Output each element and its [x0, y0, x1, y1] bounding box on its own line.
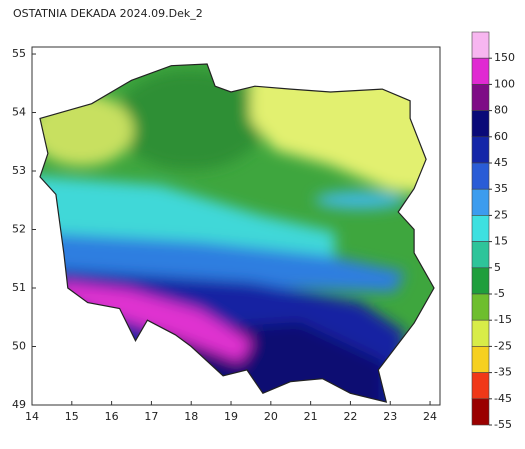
x-tick-label: 17 [144, 410, 158, 423]
colorbar-box [471, 110, 490, 138]
colorbar-label: 45 [494, 156, 508, 169]
y-tick-label: 53 [12, 164, 26, 177]
colorbar-label: -45 [494, 392, 512, 405]
colorbar-label: 80 [494, 104, 508, 117]
colorbar-label: 100 [494, 77, 515, 90]
colorbar-box [471, 241, 490, 269]
colorbar-box [471, 57, 490, 85]
title: OSTATNIA DEKADA 2024.09.Dek_2 [13, 7, 203, 20]
colorbar-label: -5 [494, 287, 505, 300]
x-tick-label: 14 [25, 410, 39, 423]
x-tick-label: 22 [343, 410, 357, 423]
colorbar-box [471, 267, 490, 295]
colorbar-label: -15 [494, 313, 512, 326]
colorbar-label: 25 [494, 208, 508, 221]
colorbar-label: 5 [494, 261, 501, 274]
colorbar-label: -55 [494, 418, 512, 431]
colorbar-box [471, 372, 490, 400]
y-tick-label: 54 [12, 106, 26, 119]
colorbar-box [471, 31, 490, 59]
y-tick-label: 55 [12, 47, 26, 60]
y-tick-label: 51 [12, 281, 26, 294]
x-tick-label: 16 [105, 410, 119, 423]
colorbar-label: -25 [494, 339, 512, 352]
colorbar-box [471, 188, 490, 216]
colorbar-box [471, 346, 490, 373]
x-tick-label: 20 [264, 410, 278, 423]
colorbar-label: -35 [494, 366, 512, 379]
y-tick-label: 50 [12, 340, 26, 353]
colorbar-box [471, 84, 490, 111]
colorbar-box [471, 136, 490, 164]
x-tick-label: 23 [383, 410, 397, 423]
colorbar-label: 60 [494, 130, 508, 143]
x-tick-label: 19 [224, 410, 238, 423]
colorbar-box [471, 398, 490, 426]
colorbar-box [471, 293, 490, 321]
country-border [39, 63, 435, 403]
colorbar-label: 35 [494, 182, 508, 195]
y-tick-label: 52 [12, 223, 26, 236]
y-tick-label: 49 [12, 398, 26, 411]
x-tick-label: 21 [304, 410, 318, 423]
colorbar-label: 15 [494, 235, 508, 248]
colorbar-box [471, 162, 490, 190]
colorbar-box [471, 319, 490, 347]
colorbar-box [471, 215, 490, 242]
x-tick-label: 15 [65, 410, 79, 423]
colorbar-label: 150 [494, 51, 515, 64]
x-tick-label: 18 [184, 410, 198, 423]
x-tick-label: 24 [423, 410, 437, 423]
